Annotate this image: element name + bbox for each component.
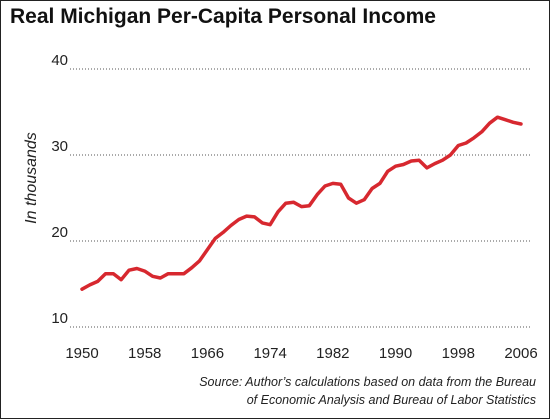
y-axis-label: In thousands: [23, 132, 40, 224]
y-tick-label: 10: [51, 310, 68, 327]
grid-lines: [70, 68, 532, 328]
x-tick-label: 1950: [65, 345, 98, 362]
y-tick-label: 20: [51, 224, 68, 241]
x-tick-label: 1974: [253, 345, 286, 362]
x-tick-label: 1990: [379, 345, 412, 362]
x-tick-label: 1982: [316, 345, 349, 362]
source-line-2: of Economic Analysis and Bureau of Labor…: [247, 393, 536, 407]
y-tick-label: 40: [51, 52, 68, 69]
x-tick-label: 2006: [504, 345, 537, 362]
source-line-1: Source: Author’s calculations based on d…: [199, 375, 536, 389]
x-tick-label: 1958: [128, 345, 161, 362]
y-axis-ticks: 40 30 20 10: [51, 52, 68, 327]
x-tick-label: 1998: [442, 345, 475, 362]
y-tick-label: 30: [51, 138, 68, 155]
chart-title: Real Michigan Per-Capita Personal Income: [10, 5, 436, 28]
income-series-line: [80, 115, 523, 291]
x-tick-label: 1966: [191, 345, 224, 362]
x-axis-ticks: 1950 1958 1966 1974 1982 1990 1998 2006: [65, 345, 537, 362]
